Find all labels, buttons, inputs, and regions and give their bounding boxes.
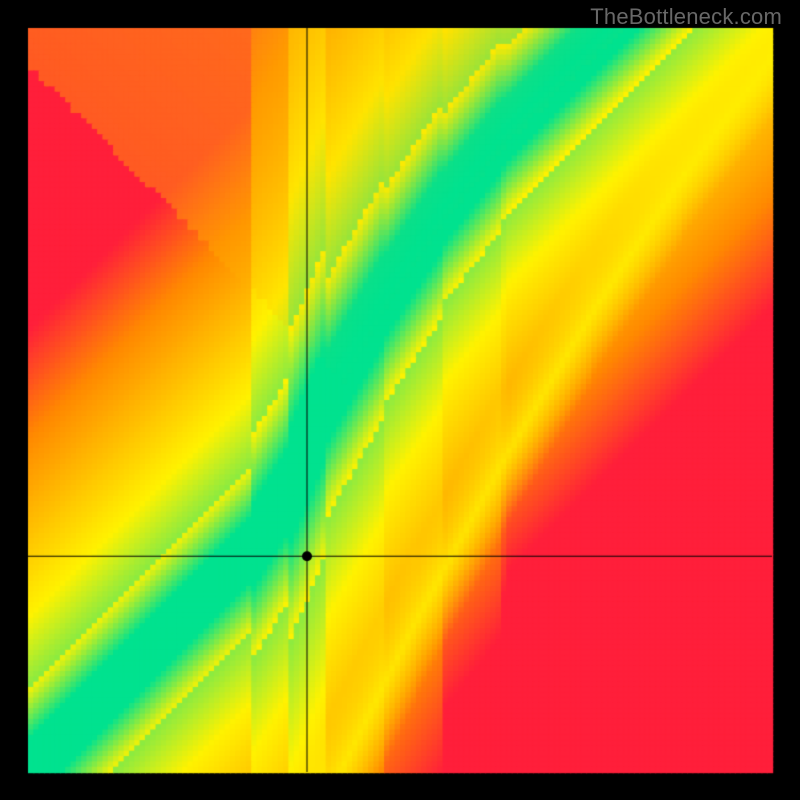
chart-container: TheBottleneck.com: [0, 0, 800, 800]
watermark-text: TheBottleneck.com: [590, 4, 782, 30]
bottleneck-heatmap: [0, 0, 800, 800]
